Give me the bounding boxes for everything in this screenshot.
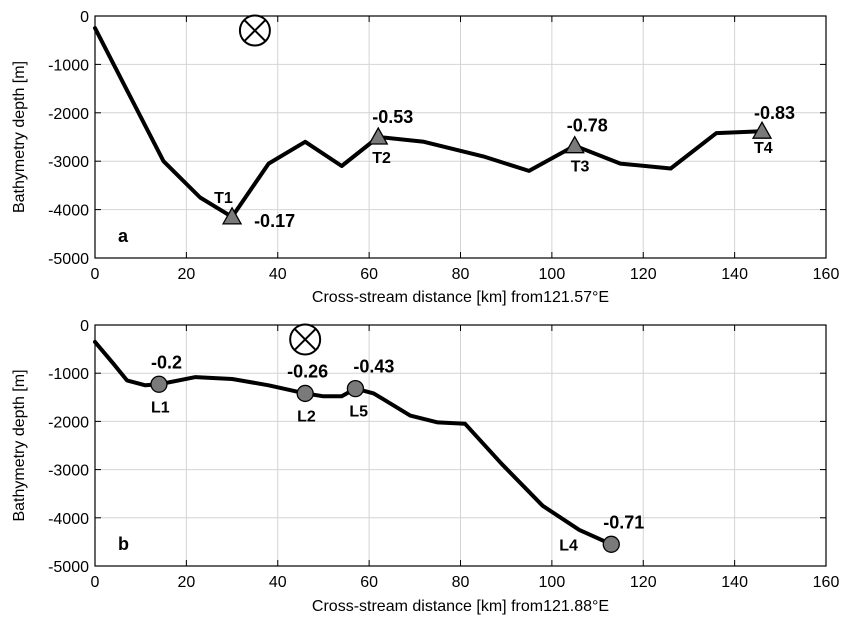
x-tick-label: 0 — [91, 574, 100, 591]
y-tick-label: -3000 — [48, 463, 89, 480]
station-name-label: T1 — [214, 190, 233, 207]
x-tick-label: 0 — [91, 266, 100, 283]
y-axis-label: Bathymetry depth [m] — [11, 61, 28, 213]
y-tick-label: -1000 — [48, 57, 89, 74]
station-marker-triangle — [368, 126, 389, 145]
station-marker-circle — [602, 535, 620, 553]
panel-b: 0 20 40 60 80 100 120 140 160 0 -1000 -2000 -3000 -40… — [11, 318, 839, 615]
y-tick-label: -3000 — [48, 154, 89, 171]
flow-into-page-icon — [238, 14, 271, 47]
station-value-label: -0.2 — [151, 352, 182, 372]
x-tick-label: 100 — [539, 266, 566, 283]
station-value-label: -0.26 — [287, 361, 328, 381]
y-tick-label: -5000 — [48, 251, 89, 268]
flow-icon-cross-b — [243, 19, 267, 42]
station-value-label: -0.17 — [254, 211, 295, 231]
station-name-label: L2 — [297, 408, 316, 425]
station-marker-triangle — [564, 135, 585, 154]
x-tick-label: 140 — [721, 574, 748, 591]
station-marker-circle — [296, 384, 314, 403]
station-value-label: -0.83 — [754, 103, 795, 123]
station-name-label: L1 — [151, 399, 170, 416]
y-tick-label: -5000 — [48, 559, 89, 576]
station-value-label: -0.71 — [603, 512, 644, 532]
x-axis-label: Cross-stream distance [km] from121.88°E — [312, 598, 609, 615]
y-tick-label: -2000 — [48, 106, 89, 123]
x-tick-label: 120 — [630, 574, 657, 591]
y-tick-label: -2000 — [48, 414, 89, 431]
station-marker-triangle — [751, 120, 773, 139]
y-tick-label: 0 — [80, 9, 89, 26]
x-tick-label: 80 — [452, 574, 470, 591]
station-name-label: L4 — [559, 537, 578, 554]
x-tick-label: 120 — [630, 266, 657, 283]
station-name-label: L5 — [349, 404, 368, 421]
y-tick-label: -4000 — [48, 203, 89, 220]
station-marker-triangle — [221, 206, 243, 225]
flow-into-page-icon — [289, 323, 322, 356]
station-value-label: -0.43 — [353, 357, 394, 377]
x-tick-label: 20 — [177, 266, 195, 283]
x-tick-label: 60 — [360, 266, 378, 283]
panel-letter: b — [118, 534, 129, 554]
y-tick-label: -1000 — [48, 366, 89, 383]
y-tick-label: 0 — [80, 318, 89, 335]
bathymetry-line — [93, 339, 614, 547]
x-tick-label: 40 — [269, 266, 287, 283]
x-axis-label: Cross-stream distance [km] from121.57°E — [312, 289, 609, 306]
bathymetry-line — [93, 26, 764, 219]
x-tick-label: 140 — [721, 266, 748, 283]
x-tick-label: 60 — [360, 574, 378, 591]
x-tick-label: 100 — [539, 574, 566, 591]
x-tick-label: 40 — [269, 574, 287, 591]
station-name-label: T3 — [571, 159, 590, 176]
panel-letter: a — [118, 226, 129, 246]
y-axis-label: Bathymetry depth [m] — [11, 369, 28, 521]
station-name-label: T2 — [372, 150, 391, 167]
station-name-label: T4 — [754, 140, 773, 157]
station-marker-circle — [346, 379, 365, 398]
station-value-label: -0.78 — [567, 116, 608, 136]
station-value-label: -0.53 — [372, 107, 413, 127]
station-marker-circle — [150, 375, 168, 393]
flow-icon-cross-b — [293, 328, 317, 351]
y-tick-label: -4000 — [48, 511, 89, 528]
x-tick-label: 80 — [452, 266, 470, 283]
x-tick-label: 160 — [813, 574, 840, 591]
x-tick-label: 20 — [177, 574, 195, 591]
panel-a: 0 20 40 60 80 100 120 140 160 0 -1000 -2000 -3000 -40… — [11, 9, 839, 306]
x-tick-label: 160 — [813, 266, 840, 283]
